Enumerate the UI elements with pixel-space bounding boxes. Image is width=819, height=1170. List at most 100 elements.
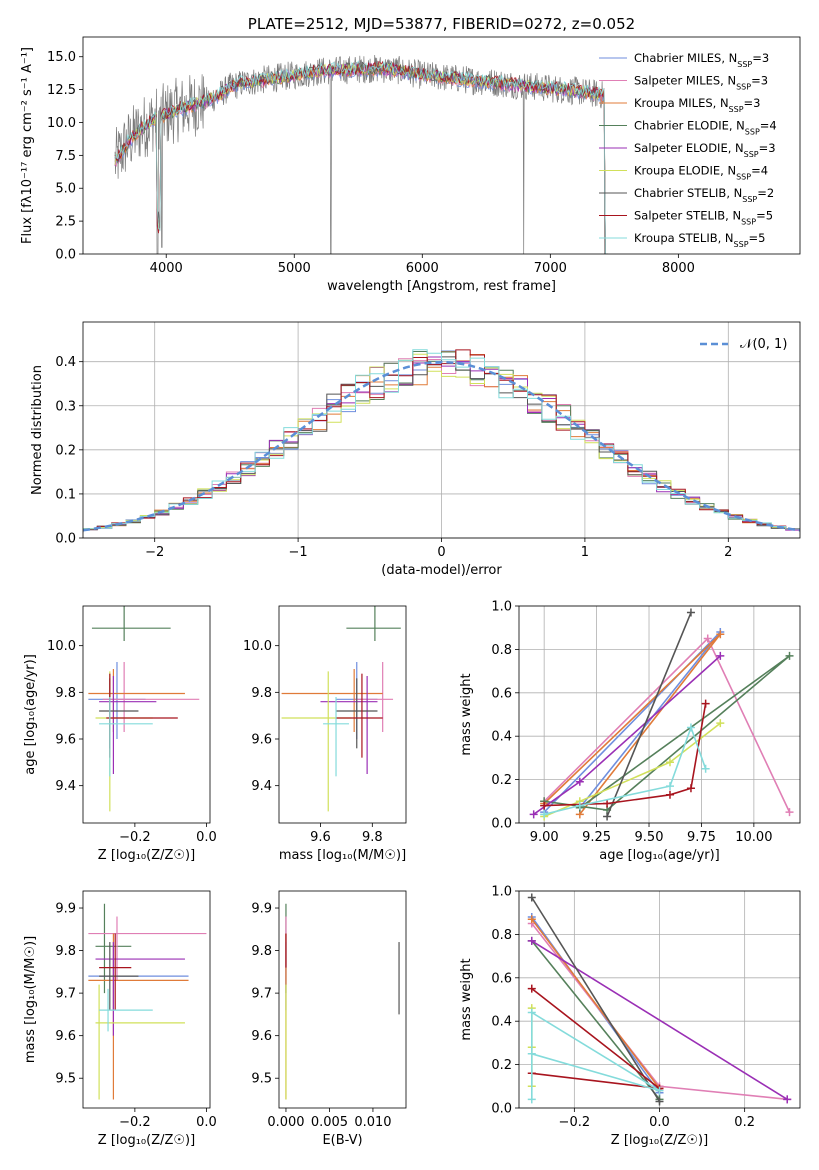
x-tick-label: 9.8	[362, 830, 383, 845]
panel-spectrum: 4000 5000 6000 7000 8000 0.0 2.5 5.0 7.5 10.0 12.5…	[20, 15, 801, 294]
data-marker	[665, 758, 674, 767]
plot-area-mass_vs_z	[88, 903, 207, 1100]
data-marker	[703, 634, 712, 643]
x-tick-label: 0.010	[354, 1115, 391, 1130]
y-tick-label: 9.9	[251, 902, 272, 917]
x-axis-label: Z [log₁₀(Z/Z☉)]	[611, 1133, 708, 1148]
y-tick-label: 9.5	[55, 1072, 76, 1087]
data-marker	[527, 984, 536, 993]
errorbar-point	[88, 933, 189, 1100]
data-marker	[527, 915, 536, 924]
legend-entry: 𝒩(0, 1)	[740, 337, 787, 352]
errorbar-point	[99, 942, 139, 1011]
series-line	[531, 897, 661, 1102]
y-tick-label: 9.5	[251, 1072, 272, 1087]
y-axis-label: mass [log₁₀(M/M☉)]	[23, 936, 38, 1063]
axes-frame	[278, 605, 407, 824]
y-tick-label: 0.0	[55, 248, 76, 263]
series-line	[544, 655, 791, 811]
y-tick-label: 9.8	[251, 944, 272, 959]
y-tick-label: 7.5	[55, 149, 76, 164]
axes-frame	[82, 605, 211, 824]
model-line-5	[114, 62, 608, 254]
axes-frame	[82, 321, 801, 539]
errorbar-point	[281, 671, 352, 812]
y-axis-label: Flux [fλ10⁻¹⁷ erg cm⁻² s⁻¹ A⁻¹]	[20, 47, 35, 244]
y-tick-label: 0.0	[55, 532, 76, 547]
errorbar-point	[354, 662, 394, 732]
x-tick-label: 0.0	[196, 830, 217, 845]
y-tick-label: 9.4	[251, 779, 272, 794]
plot-area-mass_vs_ebv	[285, 903, 400, 1100]
y-tick-label: 0.2	[55, 443, 76, 458]
legend-entry: Kroupa ELODIE, NSSP=4	[634, 164, 768, 182]
y-tick-label: 9.6	[55, 733, 76, 748]
x-axis-label: age [log₁₀(age/yr)]	[599, 848, 720, 863]
x-tick-label: 0.2	[734, 1115, 755, 1130]
y-tick-label: 1.0	[491, 885, 512, 900]
x-tick-label: 0	[437, 545, 445, 560]
y-tick-label: 9.4	[55, 779, 76, 794]
y-axis-label: age [log₁₀(age/yr)]	[23, 654, 38, 775]
y-tick-label: 10.0	[47, 639, 76, 654]
x-tick-label: 0.0	[649, 1115, 670, 1130]
model-line-7	[114, 61, 608, 254]
y-tick-label: 9.7	[55, 987, 76, 1002]
x-tick-label: −2	[145, 545, 164, 560]
data-marker	[527, 1095, 536, 1104]
series-line	[531, 918, 661, 1089]
plot-area-massweight_vs_age	[529, 608, 794, 821]
plot-area-spectrum	[114, 54, 608, 254]
observed-spectrum-line	[114, 54, 608, 254]
chart-title: PLATE=2512, MJD=53877, FIBERID=0272, z=0…	[248, 15, 635, 33]
errorbar-point	[323, 697, 349, 777]
series-line	[606, 612, 692, 817]
data-marker	[527, 893, 536, 902]
y-tick-label: 5.0	[55, 182, 76, 197]
normal-curve	[83, 360, 800, 532]
series-line	[543, 722, 721, 818]
data-marker	[540, 801, 549, 810]
model-line-8	[114, 60, 608, 254]
axes-frame	[82, 36, 801, 255]
x-tick-label: 9.6	[310, 830, 331, 845]
x-tick-label: −0.2	[119, 830, 151, 845]
legend-entry: Kroupa MILES, NSSP=3	[634, 96, 760, 114]
errorbar-point	[91, 606, 171, 641]
data-marker	[665, 790, 674, 799]
x-tick-label: 0.0	[196, 1115, 217, 1130]
data-marker	[701, 699, 710, 708]
y-tick-label: 0.4	[55, 355, 76, 370]
x-tick-label: 0.005	[311, 1115, 348, 1130]
legend-entry: Salpeter ELODIE, NSSP=3	[634, 141, 776, 159]
errorbar-point	[88, 669, 185, 732]
data-marker	[686, 608, 695, 617]
legend-entry: Salpeter STELIB, NSSP=5	[634, 209, 773, 227]
errorbar-point	[102, 662, 200, 732]
y-tick-label: 9.9	[55, 902, 76, 917]
errorbar-point	[99, 697, 153, 777]
legend: Chabrier MILES, NSSP=3 Salpeter MILES, NS…	[599, 51, 777, 249]
legend-entry: Chabrier STELIB, NSSP=2	[634, 186, 774, 204]
y-tick-label: 0.6	[491, 686, 512, 701]
data-marker	[603, 812, 612, 821]
x-tick-label: 10.00	[735, 830, 772, 845]
y-tick-label: 9.6	[55, 1029, 76, 1044]
y-tick-label: 0.1	[55, 487, 76, 502]
x-tick-label: 7000	[534, 261, 567, 276]
y-axis-label: Normed distribution	[30, 365, 45, 495]
x-tick-label: 9.00	[530, 830, 559, 845]
plot-area-residuals	[83, 349, 800, 533]
y-tick-label: 0.2	[491, 773, 512, 788]
y-tick-label: 0.0	[491, 1102, 512, 1117]
y-tick-label: 15.0	[47, 50, 76, 65]
y-tick-label: 1.0	[491, 600, 512, 615]
errorbar-point	[281, 669, 383, 732]
errorbar-point	[99, 678, 139, 749]
data-marker	[785, 808, 794, 817]
data-marker	[655, 1097, 664, 1106]
model-line-9	[114, 60, 608, 254]
data-marker	[665, 782, 674, 791]
x-axis-label: wavelength [Angstrom, rest frame]	[327, 279, 556, 294]
